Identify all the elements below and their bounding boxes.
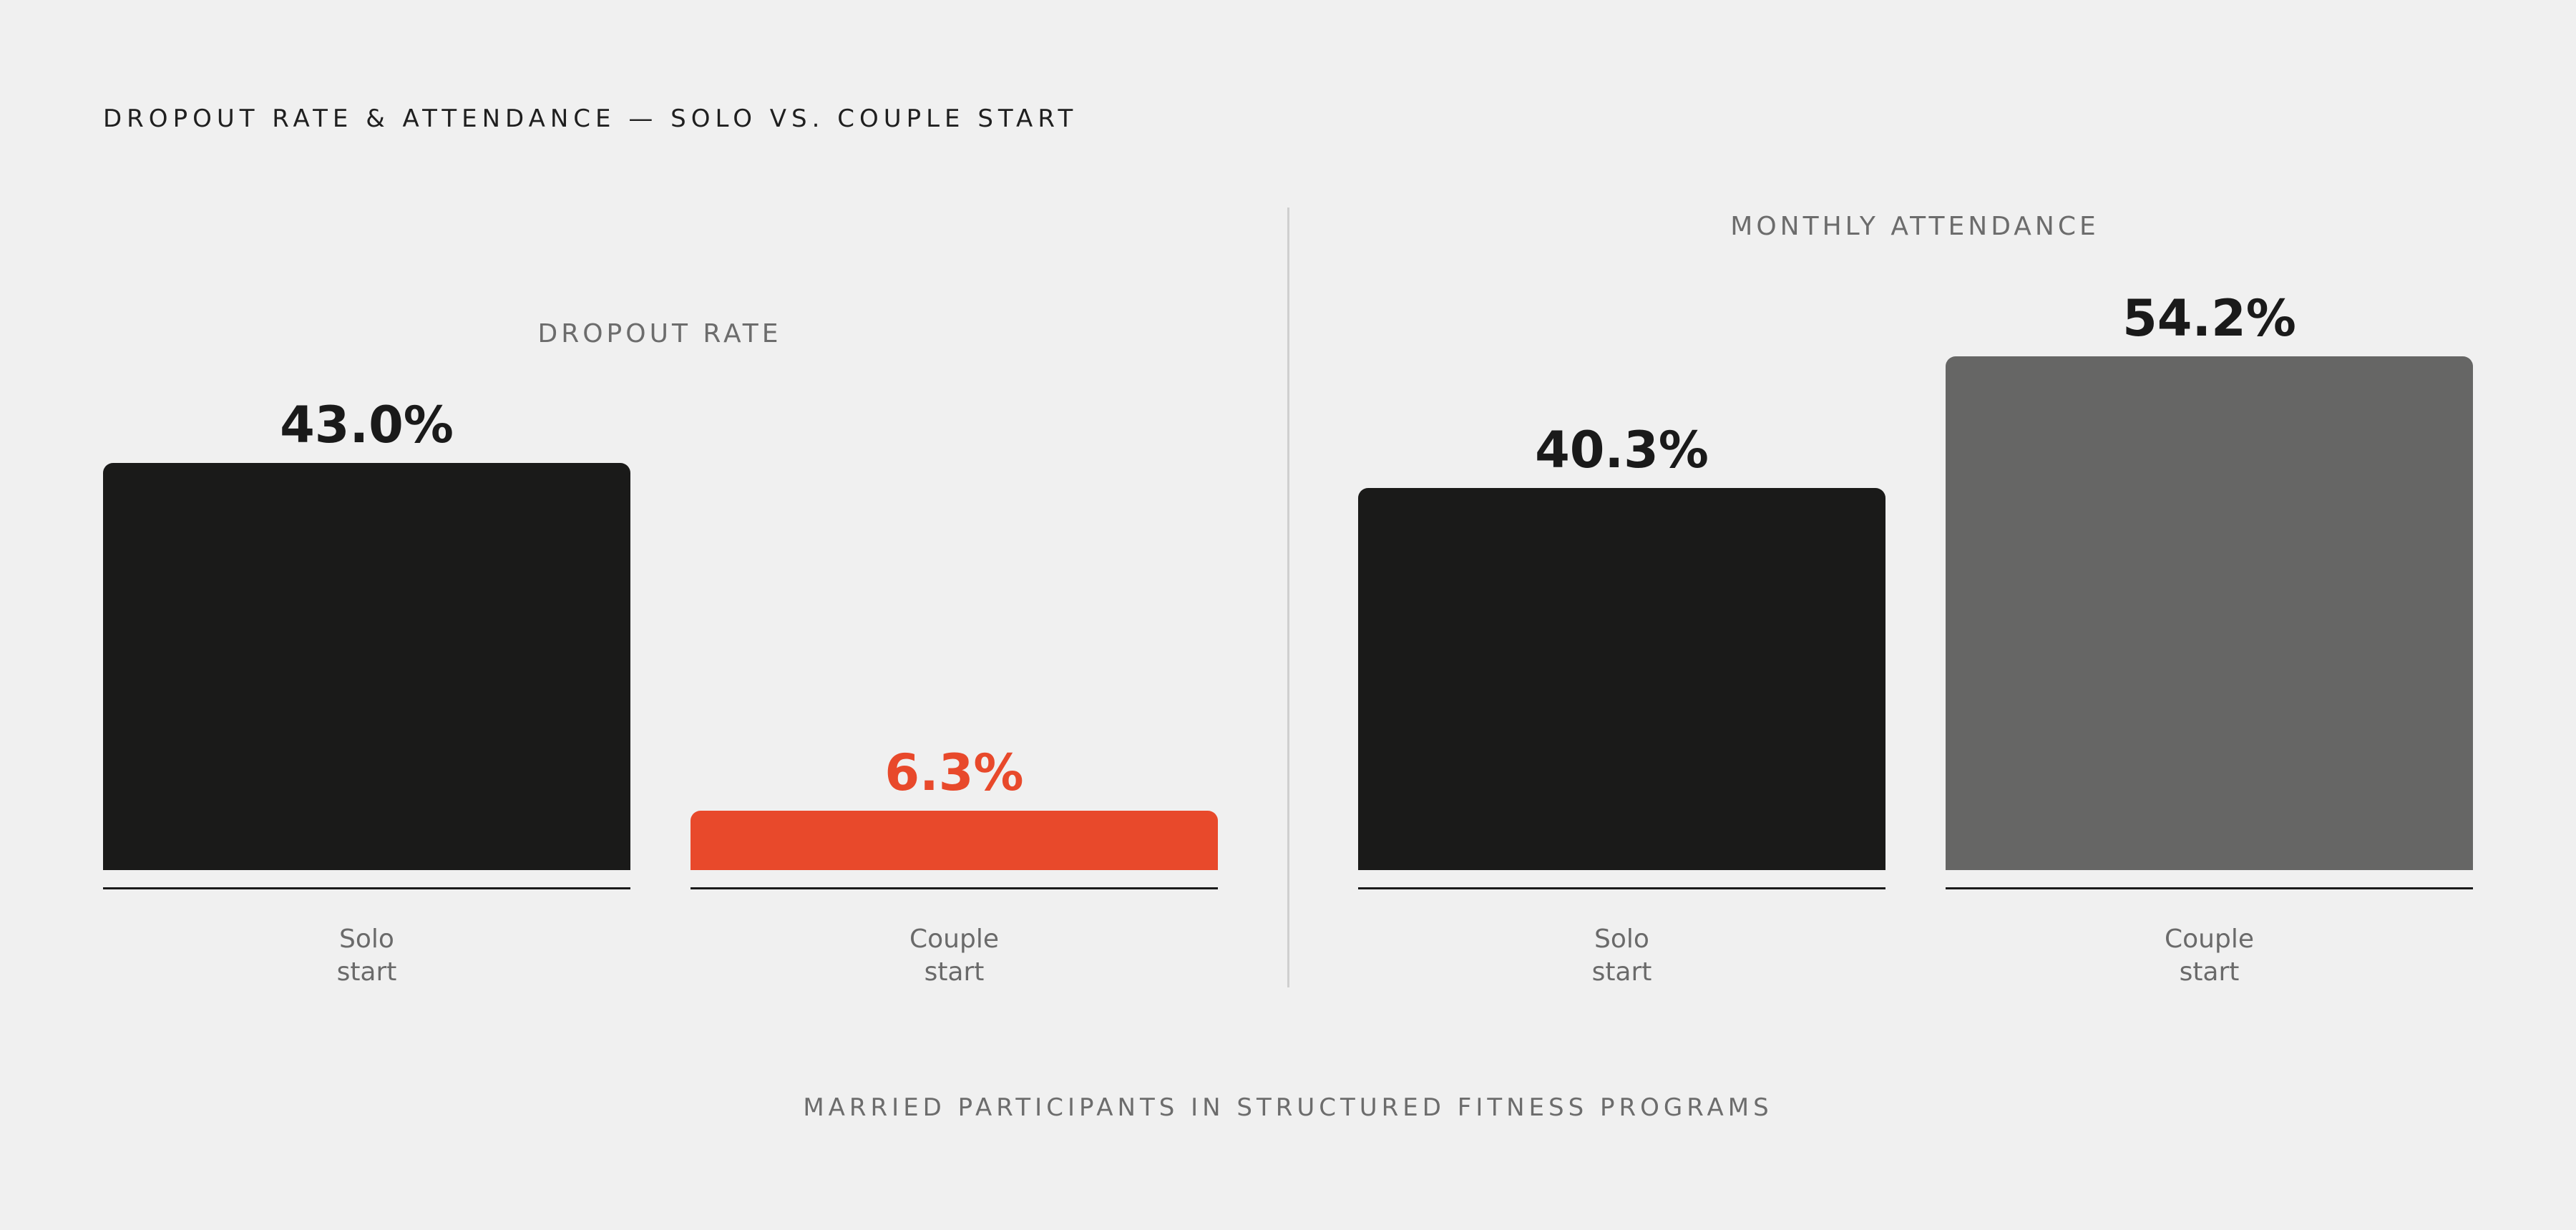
category-label-dropout-rate-solo-start: Solo start [336,924,397,987]
axis-line-dropout-rate-solo-start [103,887,630,889]
monthly-attendance-title: MONTHLY ATTENDANCE [1730,212,2099,241]
value-label-monthly-attendance-solo-start: 40.3% [1535,421,1709,479]
value-label-dropout-rate-couple-start: 6.3% [884,743,1024,802]
axis-line-monthly-attendance-solo-start [1358,887,1885,889]
dropout-rate-title: DROPOUT RATE [537,319,782,348]
bar-dropout-rate-solo-start [103,463,630,870]
bar-monthly-attendance-couple-start [1946,356,2473,870]
page-title: DROPOUT RATE & ATTENDANCE — SOLO VS. COU… [103,104,1078,133]
footer-caption: MARRIED PARTICIPANTS IN STRUCTURED FITNE… [803,1093,1773,1122]
axis-line-dropout-rate-couple-start [691,887,1218,889]
bar-monthly-attendance-solo-start [1358,488,1885,870]
category-label-monthly-attendance-couple-start: Couple start [2165,924,2254,987]
axis-line-monthly-attendance-couple-start [1946,887,2473,889]
bar-dropout-rate-couple-start [691,811,1218,870]
category-label-monthly-attendance-solo-start: Solo start [1591,924,1652,987]
value-label-monthly-attendance-couple-start: 54.2% [2122,289,2296,348]
value-label-dropout-rate-solo-start: 43.0% [280,396,454,454]
category-label-dropout-rate-couple-start: Couple start [909,924,999,987]
panel-divider [1287,208,1289,987]
